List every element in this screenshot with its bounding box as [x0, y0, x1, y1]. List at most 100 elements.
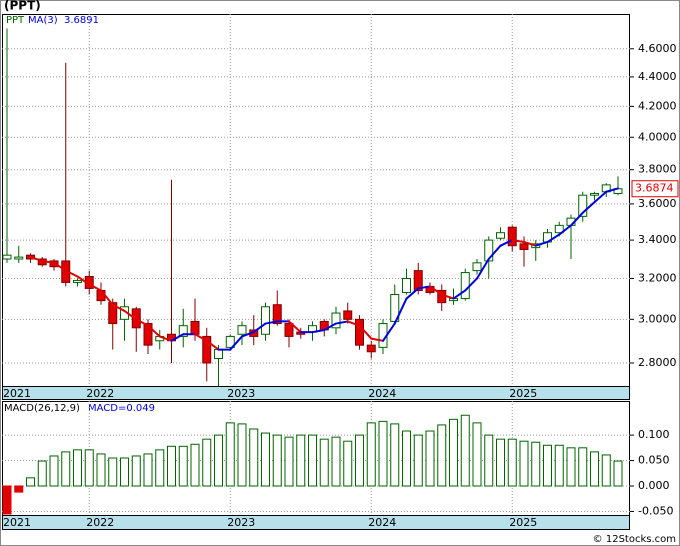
candle-body — [343, 310, 353, 320]
macd-bar — [49, 455, 59, 487]
ma-line — [158, 335, 173, 342]
macd-bar — [613, 460, 623, 487]
candle-body — [178, 325, 188, 337]
candle-body — [73, 279, 82, 283]
y-tick-label: 3.2000 — [638, 271, 677, 284]
x-tick-label: 2025 — [509, 516, 537, 529]
ma-line — [41, 259, 55, 264]
macd-bar — [425, 430, 435, 487]
ma-line — [288, 320, 302, 334]
candle-body — [261, 306, 270, 335]
ma-line — [123, 309, 138, 321]
ma-line — [194, 333, 208, 342]
macd-bar — [507, 438, 517, 487]
candle-body — [14, 256, 24, 260]
macd-bar — [167, 445, 176, 487]
macd-bar — [355, 434, 364, 487]
ma-line — [100, 289, 114, 306]
macd-label: MACD=0.049 — [88, 403, 155, 414]
candle-body — [355, 318, 364, 346]
x-tick-label: 2023 — [227, 387, 255, 400]
ma-line — [487, 244, 502, 260]
y-tick-label: 4.6000 — [638, 42, 677, 55]
y-tick-label: 3.8000 — [638, 163, 677, 176]
ma-line — [417, 285, 431, 290]
legend-ma: MA(3) — [28, 15, 58, 26]
macd-bar — [261, 432, 270, 487]
macd-bar — [73, 449, 82, 487]
ma-line — [358, 324, 373, 340]
ma-line — [464, 277, 478, 292]
macd-bar — [14, 485, 24, 493]
ma-line — [252, 322, 267, 334]
y-tick-label: 2.8000 — [638, 356, 677, 369]
macd-bar — [402, 430, 411, 487]
macd-bar — [37, 460, 47, 487]
macd-bar — [120, 457, 129, 487]
ma-line — [370, 337, 384, 342]
macd-bar — [378, 420, 388, 487]
ma-line — [53, 261, 67, 272]
macd-bar — [460, 414, 470, 487]
macd-bar — [26, 477, 35, 487]
ma-line — [581, 201, 596, 214]
macd-bar — [84, 449, 94, 487]
macd-bar — [155, 449, 165, 487]
footer: © 12Stocks.com — [593, 534, 676, 545]
candle-body — [590, 192, 599, 196]
macd-bar — [343, 440, 353, 487]
macd-bar — [437, 424, 447, 487]
x-tick-label: 2022 — [86, 387, 114, 400]
macd-bar — [472, 422, 482, 487]
macd-bar — [202, 438, 212, 487]
y-tick-label: 3.6000 — [638, 197, 677, 210]
y-tick-label: 4.2000 — [638, 99, 677, 112]
y-tick-label: 3.4000 — [638, 233, 677, 246]
macd-bar — [143, 453, 153, 487]
date-strip — [2, 386, 630, 400]
candle-body — [108, 302, 118, 325]
macd-bar — [237, 423, 247, 487]
macd-bar — [308, 434, 317, 487]
x-tick-label: 2022 — [86, 516, 114, 529]
candle-body — [519, 243, 529, 250]
macd-bar — [390, 423, 400, 487]
x-tick-label: 2024 — [368, 516, 396, 529]
macd-bar — [590, 451, 599, 487]
macd-bar — [249, 428, 259, 487]
macd-bar — [484, 434, 494, 487]
macd-bar — [578, 447, 588, 487]
candle-body — [402, 277, 411, 293]
last-price-label: 3.6874 — [635, 182, 674, 195]
ma-line — [170, 333, 185, 342]
x-tick-label: 2021 — [3, 387, 31, 400]
legend-ma-value: 3.6891 — [64, 15, 99, 26]
macd-bar — [296, 434, 306, 487]
ma-line — [440, 293, 455, 300]
macd-bar — [366, 422, 376, 487]
candle-body — [413, 270, 423, 291]
ma-line — [205, 339, 220, 351]
macd-bar — [272, 434, 282, 487]
macd-bar — [96, 453, 106, 487]
candle-body — [2, 254, 12, 260]
ma-line — [29, 256, 44, 262]
candle-body — [214, 349, 223, 359]
candle-body — [507, 226, 517, 247]
ma-line — [64, 269, 79, 278]
ma-line — [346, 320, 361, 327]
candle-body — [496, 232, 505, 239]
y-tick-label: 0.000 — [638, 479, 670, 492]
candle-body — [143, 323, 153, 346]
ma-line — [511, 239, 525, 243]
ma-line — [452, 289, 467, 300]
macd-bar — [543, 444, 552, 487]
macd-bar — [601, 454, 611, 487]
ma-line — [323, 322, 337, 331]
candle-body — [366, 344, 376, 353]
macd-bar — [225, 422, 235, 487]
candle-body — [460, 272, 470, 300]
macd-bar — [131, 455, 141, 487]
candle-body — [284, 323, 294, 337]
